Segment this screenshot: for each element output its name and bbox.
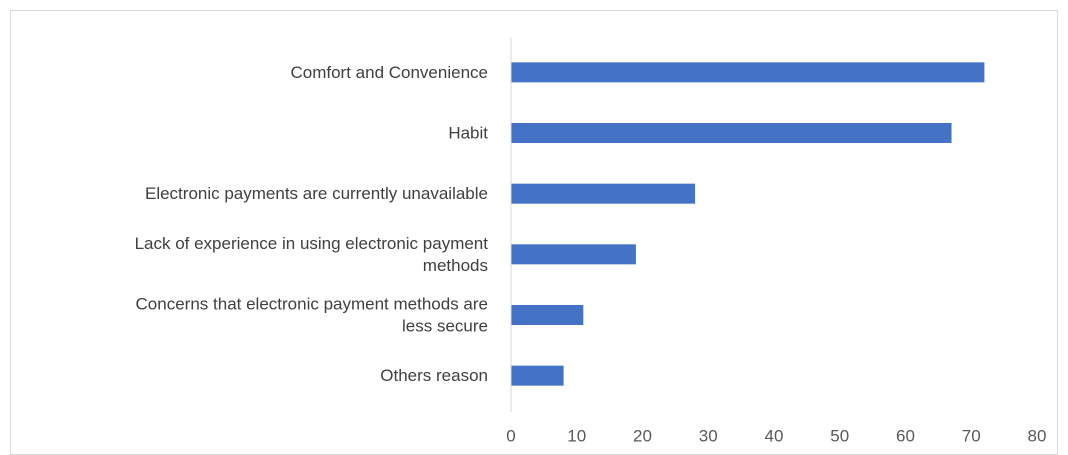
x-tick-label-60: 60	[896, 427, 915, 446]
x-tick-labels: 0 10 20 30 40 50 60 70 80	[506, 427, 1046, 446]
bar-2	[511, 123, 952, 143]
category-labels: Comfort and Convenience Habit Electronic p…	[135, 63, 489, 385]
x-tick-label-10: 10	[567, 427, 586, 446]
bar-4	[511, 244, 636, 265]
x-tick-label-80: 80	[1028, 427, 1047, 446]
bar-3	[511, 183, 696, 204]
bar-1	[511, 62, 985, 83]
category-label-5: Concerns that electronic payment methods…	[136, 295, 488, 336]
x-tick-label-0: 0	[506, 427, 515, 446]
bar-5	[511, 305, 584, 325]
bars	[511, 62, 985, 386]
x-tick-label-30: 30	[699, 427, 718, 446]
bar-6	[511, 365, 564, 386]
x-tick-label-70: 70	[962, 427, 981, 446]
category-label-6: Others reason	[380, 366, 488, 385]
x-tick-label-50: 50	[830, 427, 849, 446]
category-label-3: Electronic payments are currently unavai…	[145, 184, 488, 203]
x-tick-label-40: 40	[765, 427, 784, 446]
category-label-2: Habit	[448, 124, 488, 143]
category-label-4: Lack of experience in using electronic p…	[135, 234, 489, 275]
category-label-1: Comfort and Convenience	[290, 63, 488, 82]
x-tick-label-20: 20	[633, 427, 652, 446]
